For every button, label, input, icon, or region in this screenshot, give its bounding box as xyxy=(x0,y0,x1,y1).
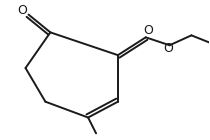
Text: O: O xyxy=(18,4,28,17)
Text: O: O xyxy=(143,24,153,37)
Text: O: O xyxy=(164,42,173,55)
